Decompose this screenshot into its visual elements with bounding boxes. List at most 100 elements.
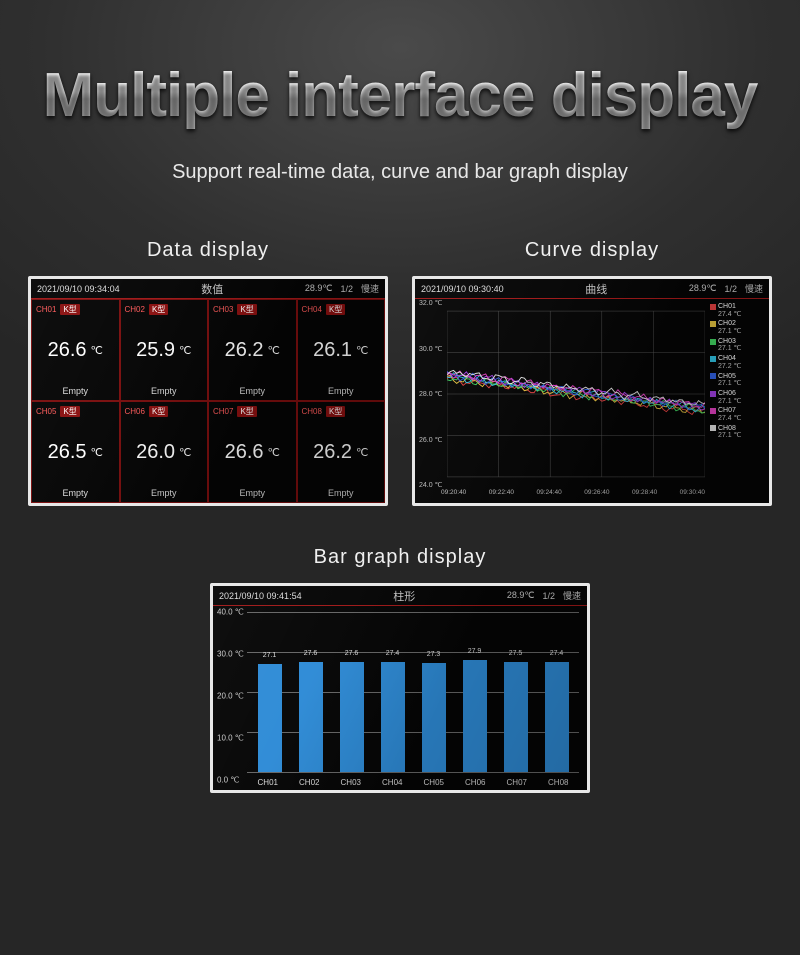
curve-legend: CH0127.4 ℃CH0227.1 ℃CH0327.1 ℃CH0427.2 ℃…: [707, 299, 769, 489]
data-header-page: 1/2: [340, 284, 353, 294]
bar-x-tick: CH03: [341, 778, 361, 787]
channel-status: Empty: [36, 386, 115, 398]
data-cell: CH02K型25.9℃Empty: [120, 299, 209, 401]
data-display-title: Data display: [147, 239, 269, 262]
curve-y-tick: 26.0 ℃: [419, 436, 442, 444]
bar: 27.9: [463, 660, 487, 772]
curve-x-tick: 09:20:40: [441, 489, 466, 503]
data-timestamp: 2021/09/10 09:34:04: [37, 284, 120, 294]
legend-item: CH0627.1 ℃: [710, 390, 766, 405]
hero-title: Multiple interface display: [0, 60, 800, 131]
channel-value: 26.6℃: [36, 315, 115, 386]
bar-header-mode: 慢速: [563, 589, 581, 602]
bar: 27.6: [340, 662, 364, 772]
channel-label: CH05K型: [36, 406, 115, 417]
channel-value: 26.2℃: [213, 315, 292, 386]
legend-item: CH0427.2 ℃: [710, 355, 766, 370]
data-cell: CH01K型26.6℃Empty: [31, 299, 120, 401]
bar-header-center: 柱形: [310, 588, 499, 604]
curve-plot-area: 24.0 ℃26.0 ℃28.0 ℃30.0 ℃32.0 ℃: [419, 303, 705, 485]
bar: 27.1: [258, 664, 282, 772]
data-header-temp: 28.9℃: [305, 283, 333, 294]
data-display-screen: 2021/09/10 09:34:04 数值 28.9℃ 1/2 慢速 CH01…: [28, 276, 388, 506]
channel-status: Empty: [213, 386, 292, 398]
legend-item: CH0827.1 ℃: [710, 425, 766, 440]
bar-x-tick: CH02: [299, 778, 319, 787]
curve-x-tick: 09:22:40: [489, 489, 514, 503]
data-cell: CH07K型26.6℃Empty: [208, 401, 297, 503]
curve-header-center: 曲线: [512, 281, 681, 297]
curve-y-tick: 24.0 ℃: [419, 481, 442, 489]
bar-header-page: 1/2: [542, 591, 555, 601]
bar-y-tick: 30.0 ℃: [217, 650, 244, 659]
data-header-mode: 慢速: [361, 282, 379, 295]
channel-value: 26.6℃: [213, 417, 292, 488]
bar: 27.6: [299, 662, 323, 772]
bar-y-tick: 10.0 ℃: [217, 734, 244, 743]
bar-value: 27.4: [386, 650, 400, 657]
bar-x-tick: CH01: [258, 778, 278, 787]
bar-display-screen: 2021/09/10 09:41:54 柱形 28.9℃ 1/2 慢速 27.1…: [210, 583, 590, 793]
channel-status: Empty: [213, 488, 292, 500]
channel-value: 26.1℃: [302, 315, 381, 386]
bar: 27.4: [545, 662, 569, 772]
data-cell: CH08K型26.2℃Empty: [297, 401, 386, 503]
channel-status: Empty: [302, 488, 381, 500]
curve-header-page: 1/2: [724, 284, 737, 294]
channel-value: 26.5℃: [36, 417, 115, 488]
curve-x-tick: 09:28:40: [632, 489, 657, 503]
legend-item: CH0727.4 ℃: [710, 407, 766, 422]
bar-value: 27.6: [345, 650, 359, 657]
curve-x-tick: 09:24:40: [536, 489, 561, 503]
bar-x-axis: CH01CH02CH03CH04CH05CH06CH07CH08: [213, 774, 587, 790]
curve-display-title: Curve display: [525, 239, 659, 262]
curve-x-tick: 09:26:40: [584, 489, 609, 503]
legend-item: CH0327.1 ℃: [710, 338, 766, 353]
bar-y-tick: 0.0 ℃: [217, 776, 239, 785]
channel-label: CH06K型: [125, 406, 204, 417]
curve-y-tick: 30.0 ℃: [419, 345, 442, 353]
data-header-center: 数值: [128, 281, 297, 297]
curve-header-mode: 慢速: [745, 282, 763, 295]
data-cell: CH06K型26.0℃Empty: [120, 401, 209, 503]
channel-status: Empty: [125, 488, 204, 500]
curve-header-temp: 28.9℃: [689, 283, 717, 294]
bar-display-panel: Bar graph display 2021/09/10 09:41:54 柱形…: [210, 546, 590, 793]
channel-value: 26.2℃: [302, 417, 381, 488]
bar-value: 27.4: [550, 650, 564, 657]
data-display-panel: Data display 2021/09/10 09:34:04 数值 28.9…: [28, 239, 388, 506]
channel-value: 26.0℃: [125, 417, 204, 488]
bar: 27.3: [422, 663, 446, 772]
bar-display-title: Bar graph display: [314, 546, 487, 569]
bar-plot-area: 27.127.627.627.427.327.927.527.4 0.0 ℃10…: [213, 606, 587, 774]
bar-x-tick: CH04: [382, 778, 402, 787]
channel-label: CH01K型: [36, 304, 115, 315]
bar-x-tick: CH06: [465, 778, 485, 787]
curve-y-tick: 28.0 ℃: [419, 390, 442, 398]
bar-x-tick: CH07: [507, 778, 527, 787]
data-cell: CH03K型26.2℃Empty: [208, 299, 297, 401]
channel-label: CH03K型: [213, 304, 292, 315]
data-cell: CH04K型26.1℃Empty: [297, 299, 386, 401]
channel-label: CH07K型: [213, 406, 292, 417]
channel-status: Empty: [36, 488, 115, 500]
channel-label: CH08K型: [302, 406, 381, 417]
bar-timestamp: 2021/09/10 09:41:54: [219, 591, 302, 601]
curve-y-tick: 32.0 ℃: [419, 299, 442, 307]
legend-item: CH0127.4 ℃: [710, 303, 766, 318]
curve-display-panel: Curve display 2021/09/10 09:30:40 曲线 28.…: [412, 239, 772, 506]
channel-status: Empty: [125, 386, 204, 398]
bar-x-tick: CH05: [424, 778, 444, 787]
hero-subtitle: Support real-time data, curve and bar gr…: [0, 161, 800, 184]
bar-value: 27.1: [263, 652, 277, 659]
bar-value: 27.3: [427, 651, 441, 658]
curve-header: 2021/09/10 09:30:40 曲线 28.9℃ 1/2 慢速: [415, 279, 769, 299]
legend-item: CH0527.1 ℃: [710, 373, 766, 388]
curve-x-axis: 09:20:40 09:22:40 09:24:40 09:26:40 09:28:40…: [415, 489, 769, 503]
bar: 27.5: [504, 662, 528, 772]
curve-display-screen: 2021/09/10 09:30:40 曲线 28.9℃ 1/2 慢速 24.0…: [412, 276, 772, 506]
data-header: 2021/09/10 09:34:04 数值 28.9℃ 1/2 慢速: [31, 279, 385, 299]
data-cell: CH05K型26.5℃Empty: [31, 401, 120, 503]
bar-header: 2021/09/10 09:41:54 柱形 28.9℃ 1/2 慢速: [213, 586, 587, 606]
channel-label: CH02K型: [125, 304, 204, 315]
